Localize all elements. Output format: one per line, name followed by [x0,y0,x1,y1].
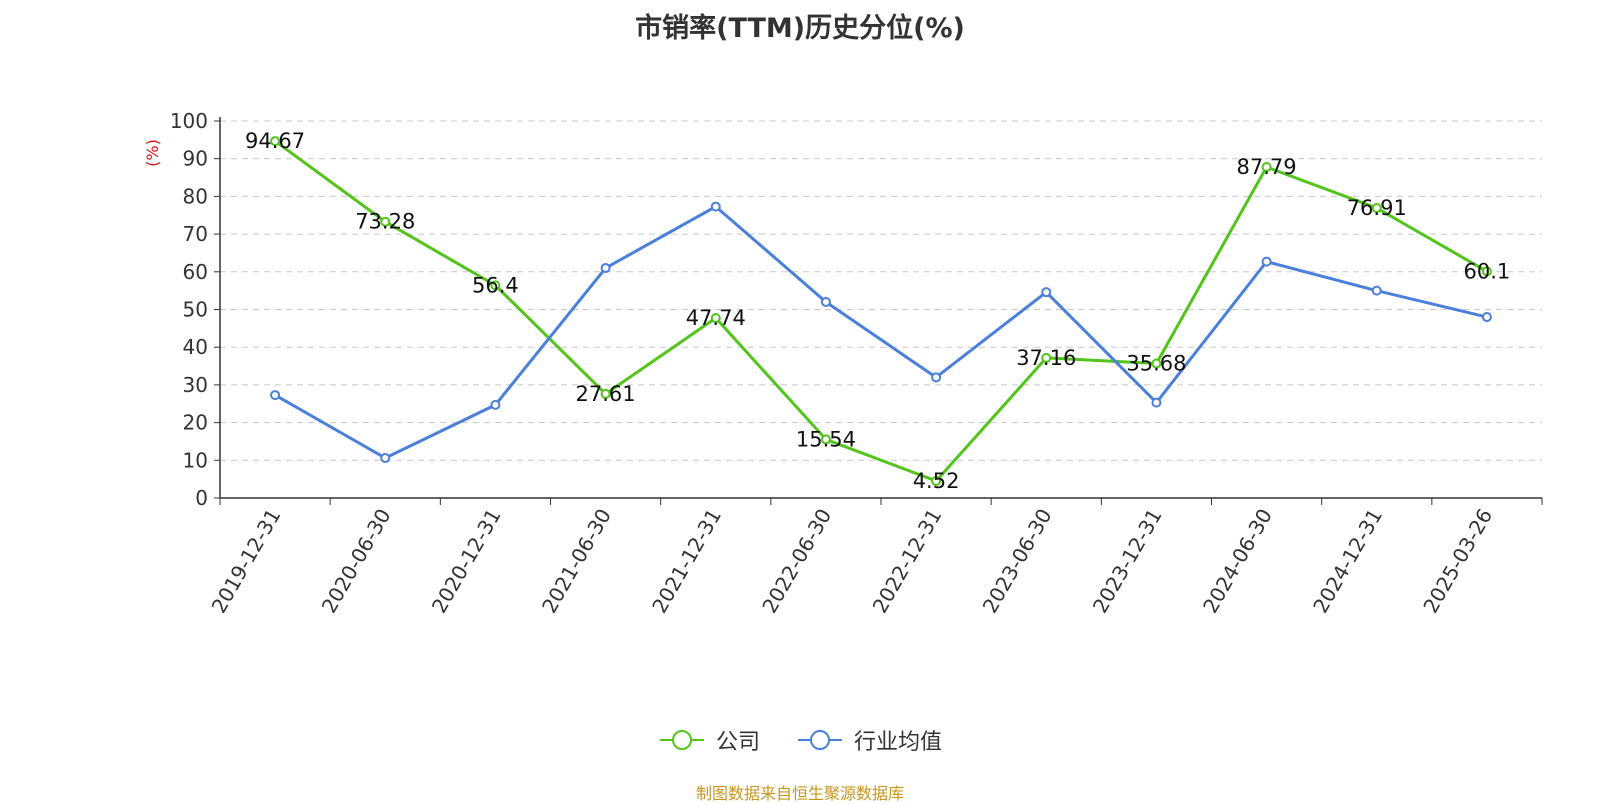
data-label: 60.1 [1464,259,1511,283]
legend-item-industry[interactable]: 行业均值 [796,724,942,756]
series-line-1 [274,205,1488,460]
data-point[interactable] [1041,352,1052,363]
x-tick-label: 2020-06-30 [317,505,396,618]
x-tick-label: 2023-06-30 [978,505,1057,618]
data-point[interactable] [270,390,281,401]
y-tick-label: 60 [183,260,208,284]
legend-item-company[interactable]: 公司 [658,724,760,756]
x-tick-label: 2021-06-30 [537,505,616,618]
grid-lines [220,120,1542,461]
data-label: 73.28 [355,210,415,234]
data-point[interactable] [1151,397,1162,408]
data-point[interactable] [490,399,501,410]
y-tick-label: 90 [183,147,208,171]
chart-title: 市销率(TTM)历史分位(%) [635,13,965,44]
data-point[interactable] [820,296,831,307]
x-tick-label: 2022-12-31 [868,505,947,618]
data-label: 37.16 [1016,346,1076,370]
y-tick-label: 50 [183,298,208,322]
data-point[interactable] [1151,358,1162,369]
data-point[interactable] [600,388,611,399]
data-point[interactable] [931,475,942,486]
data-label: 87.79 [1237,155,1297,179]
axes: 0 10 20 30 40 50 60 70 80 90 100 2019-12-31 2020-06-… [170,109,1543,618]
series-line-0 [274,139,1488,483]
y-tick-label: 20 [183,411,208,435]
data-label: 94.67 [245,129,305,153]
data-label: 56.4 [472,273,519,297]
data-label: 76.91 [1347,196,1407,220]
y-tick-label: 30 [183,373,208,397]
x-tick-label: 2020-12-31 [427,505,506,618]
data-point[interactable] [600,263,611,274]
data-point[interactable] [710,313,721,324]
x-tick-label: 2024-12-31 [1308,505,1387,618]
y-tick-label: 100 [170,109,208,133]
data-point[interactable] [1371,285,1382,296]
data-point[interactable] [380,216,391,227]
data-label: 15.54 [796,427,856,451]
data-point[interactable] [490,280,501,291]
legend: 公司 行业均值 [0,722,1600,758]
data-point[interactable] [270,136,281,147]
data-point[interactable] [1371,203,1382,214]
series-layer [270,136,1492,486]
x-tick-label: 2025-03-26 [1418,505,1497,618]
legend-industry-icon [798,730,842,750]
y-tick-label: 80 [183,184,208,208]
x-tick-label: 2024-06-30 [1198,505,1277,618]
source-note: 制图数据来自恒生聚源数据库 [695,784,904,803]
legend-company-icon [659,730,704,750]
data-point[interactable] [1261,256,1272,267]
y-axis-label: (%) [143,139,162,167]
y-tick-label: 40 [183,335,208,359]
data-label: 35.68 [1126,351,1186,375]
x-tick-label: 2022-06-30 [757,505,836,618]
data-point[interactable] [931,372,942,383]
y-tick-label: 10 [183,448,208,472]
data-point[interactable] [710,201,721,212]
data-point[interactable] [1481,312,1492,323]
legend-company-label: 公司 [715,730,760,755]
y-tick-label: 70 [183,222,208,246]
data-label: 47.74 [686,306,746,330]
legend-industry-label: 行业均值 [854,730,943,755]
data-point[interactable] [1041,287,1052,298]
data-labels: 94.67 73.28 56.4 27.61 47.74 15.54 4.52 37.16 35… [245,129,1510,493]
data-point[interactable] [1481,266,1492,277]
y-tick-label: 0 [195,486,208,510]
data-point[interactable] [1261,162,1272,173]
data-point[interactable] [380,453,391,464]
x-tick-label: 2019-12-31 [207,505,286,618]
data-point[interactable] [820,434,831,445]
x-tick-label: 2021-12-31 [647,505,726,618]
x-tick-label: 2023-12-31 [1088,505,1167,618]
data-label: 27.61 [576,382,636,406]
data-label: 4.52 [913,469,960,493]
